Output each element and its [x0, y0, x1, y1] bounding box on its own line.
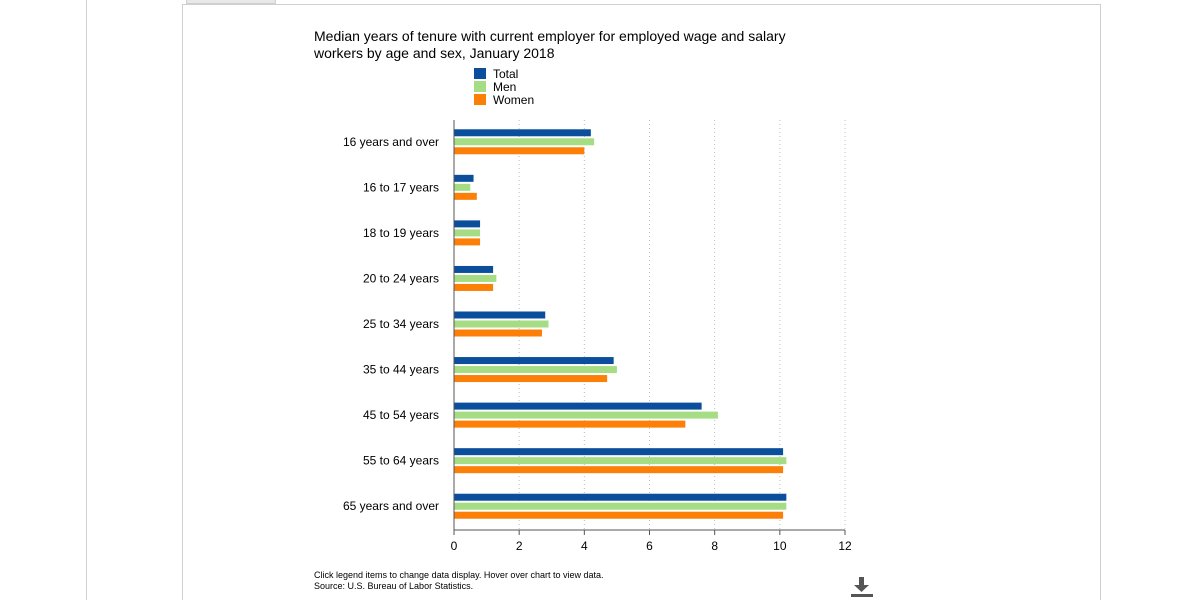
- bar-women-4[interactable]: [454, 329, 542, 337]
- bar-women-3[interactable]: [454, 283, 494, 291]
- bar-women-0[interactable]: [454, 147, 585, 155]
- x-tick-label-12: 12: [838, 539, 852, 553]
- legend-item-women[interactable]: Women: [474, 92, 535, 107]
- left-border: [86, 0, 87, 600]
- category-label-7: 55 to 64 years: [363, 454, 439, 468]
- x-tick-label-8: 8: [711, 539, 718, 553]
- bar-total-0[interactable]: [454, 129, 591, 137]
- legend-label-total: Total: [493, 66, 519, 81]
- chart-footnote: Click legend items to change data displa…: [314, 570, 603, 592]
- bar-men-4[interactable]: [454, 320, 549, 328]
- bar-women-7[interactable]: [454, 466, 784, 474]
- bar-total-4[interactable]: [454, 311, 546, 319]
- legend-swatch-women: [474, 94, 486, 105]
- bar-women-1[interactable]: [454, 192, 477, 200]
- chart-panel: [182, 4, 1101, 600]
- x-tick-label-2: 2: [516, 539, 523, 553]
- legend-label-women: Women: [493, 92, 535, 107]
- bar-total-2[interactable]: [454, 220, 481, 228]
- x-tick-label-0: 0: [451, 539, 458, 553]
- chart-title: Median years of tenure with current empl…: [314, 28, 786, 61]
- bar-women-8[interactable]: [454, 511, 784, 519]
- legend-label-men: Men: [493, 79, 517, 94]
- chart-legend: Total Men Women: [474, 66, 535, 107]
- bar-total-7[interactable]: [454, 448, 784, 456]
- category-label-4: 25 to 34 years: [363, 317, 439, 331]
- x-tick-label-4: 4: [581, 539, 588, 553]
- bar-men-7[interactable]: [454, 457, 787, 465]
- category-label-3: 20 to 24 years: [363, 271, 439, 285]
- legend-item-total[interactable]: Total: [474, 66, 534, 81]
- bar-men-5[interactable]: [454, 366, 617, 374]
- legend-swatch-total: [474, 68, 486, 79]
- bar-total-3[interactable]: [454, 265, 494, 273]
- category-label-8: 65 years and over: [343, 499, 439, 513]
- bar-total-8[interactable]: [454, 493, 787, 501]
- bar-men-3[interactable]: [454, 274, 497, 282]
- legend-item-men[interactable]: Men: [474, 79, 534, 94]
- bar-men-2[interactable]: [454, 229, 481, 237]
- bar-men-1[interactable]: [454, 183, 471, 191]
- tab-stub[interactable]: [186, 0, 276, 4]
- x-tick-label-10: 10: [773, 539, 787, 553]
- category-label-6: 45 to 54 years: [363, 408, 439, 422]
- bar-men-6[interactable]: [454, 411, 718, 419]
- bar-women-5[interactable]: [454, 375, 608, 383]
- bar-men-0[interactable]: [454, 138, 595, 146]
- bar-women-6[interactable]: [454, 420, 686, 428]
- category-label-2: 18 to 19 years: [363, 226, 439, 240]
- footnote-source: Source: U.S. Bureau of Labor Statistics.: [314, 581, 474, 591]
- legend-swatch-men: [474, 81, 486, 92]
- x-tick-label-6: 6: [646, 539, 653, 553]
- bar-total-5[interactable]: [454, 357, 614, 365]
- category-label-1: 16 to 17 years: [363, 180, 439, 194]
- download-icon[interactable]: [850, 576, 874, 598]
- category-label-0: 16 years and over: [343, 135, 439, 149]
- bar-women-2[interactable]: [454, 238, 481, 246]
- bar-total-6[interactable]: [454, 402, 702, 410]
- footnote-instructions: Click legend items to change data displa…: [314, 570, 604, 580]
- bar-total-1[interactable]: [454, 174, 474, 182]
- category-label-5: 35 to 44 years: [363, 363, 439, 377]
- bar-men-8[interactable]: [454, 502, 787, 510]
